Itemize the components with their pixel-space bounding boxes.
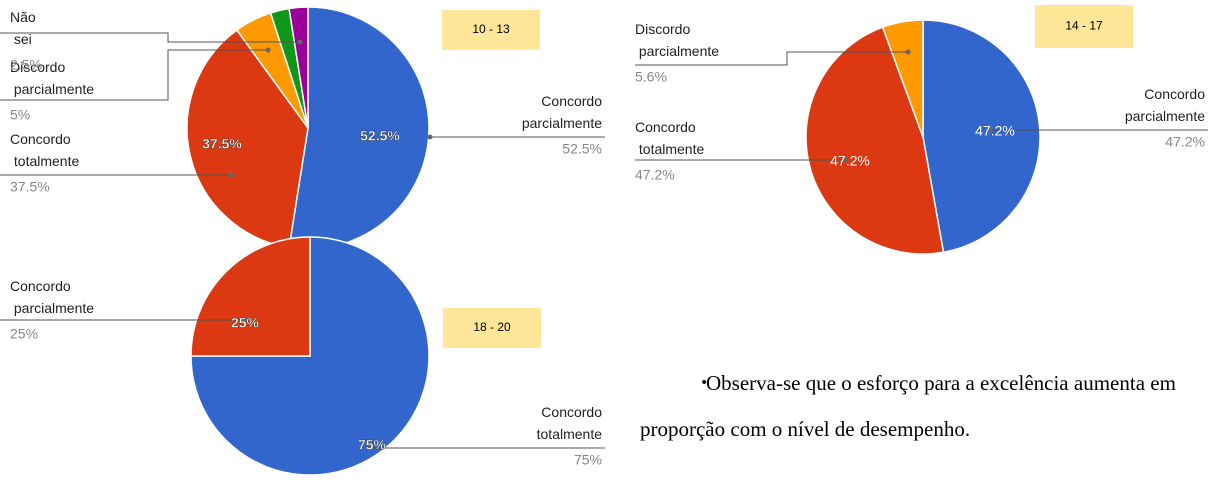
leader-dot [229,172,235,178]
slice-value: 25% [10,326,38,342]
leader-dot [265,47,271,53]
pie-slice [881,19,924,138]
slice-value: 5% [10,107,30,123]
slice-value: 37.5% [10,179,50,195]
leader-line [0,49,268,101]
slice-inner-label: 25% [231,315,260,331]
age-box [443,308,541,348]
age-label: 10 - 13 [472,22,510,36]
pie-slice [288,6,430,250]
leader-dot [367,445,373,451]
slice-value: 2.5% [10,57,42,73]
age-box [1035,5,1133,48]
pie-slice [805,26,945,255]
pie-slice [190,236,430,476]
leader-dot [242,317,248,323]
slice-inner-label: 47.2% [975,123,1015,139]
age-label: 18 - 20 [473,320,511,334]
slice-name: Concordo totalmente [635,119,704,157]
leader-line [0,32,300,43]
slice-inner-label: 47.2% [830,153,870,169]
pie-slice [288,6,309,129]
age-label: 14 - 17 [1065,19,1103,33]
slice-name: Discordo parcialmente [10,59,94,97]
slice-name: Concordo parcialmente [10,278,94,316]
slice-value: 5.6% [635,69,667,85]
slice-inner-label: 75% [358,437,387,453]
slice-name: Concordo parcialmente [1121,86,1205,124]
leader-dot [905,49,911,55]
leader-dot [297,39,303,45]
pie-slice [922,19,1041,254]
leader-dot [427,134,433,140]
bullet: • [700,375,709,391]
pie-slice [190,236,311,357]
slice-name: Concordo totalmente [10,131,79,169]
slice-value: 52.5% [562,141,602,157]
slice-value: 75% [574,452,602,468]
age-box [442,10,540,50]
slice-value: 47.2% [635,167,675,183]
slice-name: Discordo parcialmente [635,21,719,59]
slice-inner-label: 52.5% [360,128,400,144]
slice-name: Concordo totalmente [533,404,602,442]
pie-slice [186,29,309,249]
slice-value: 47.2% [1165,134,1205,150]
slice-name: Não sei [10,9,36,47]
slice-inner-label: 37.5% [202,136,242,152]
leader-dot [842,157,848,163]
slice-name: Concordo parcialmente [518,93,602,131]
note-text: Observa-se que o esforço para a excelênc… [640,371,1176,441]
leader-line [635,51,908,66]
leader-dot [987,127,993,133]
